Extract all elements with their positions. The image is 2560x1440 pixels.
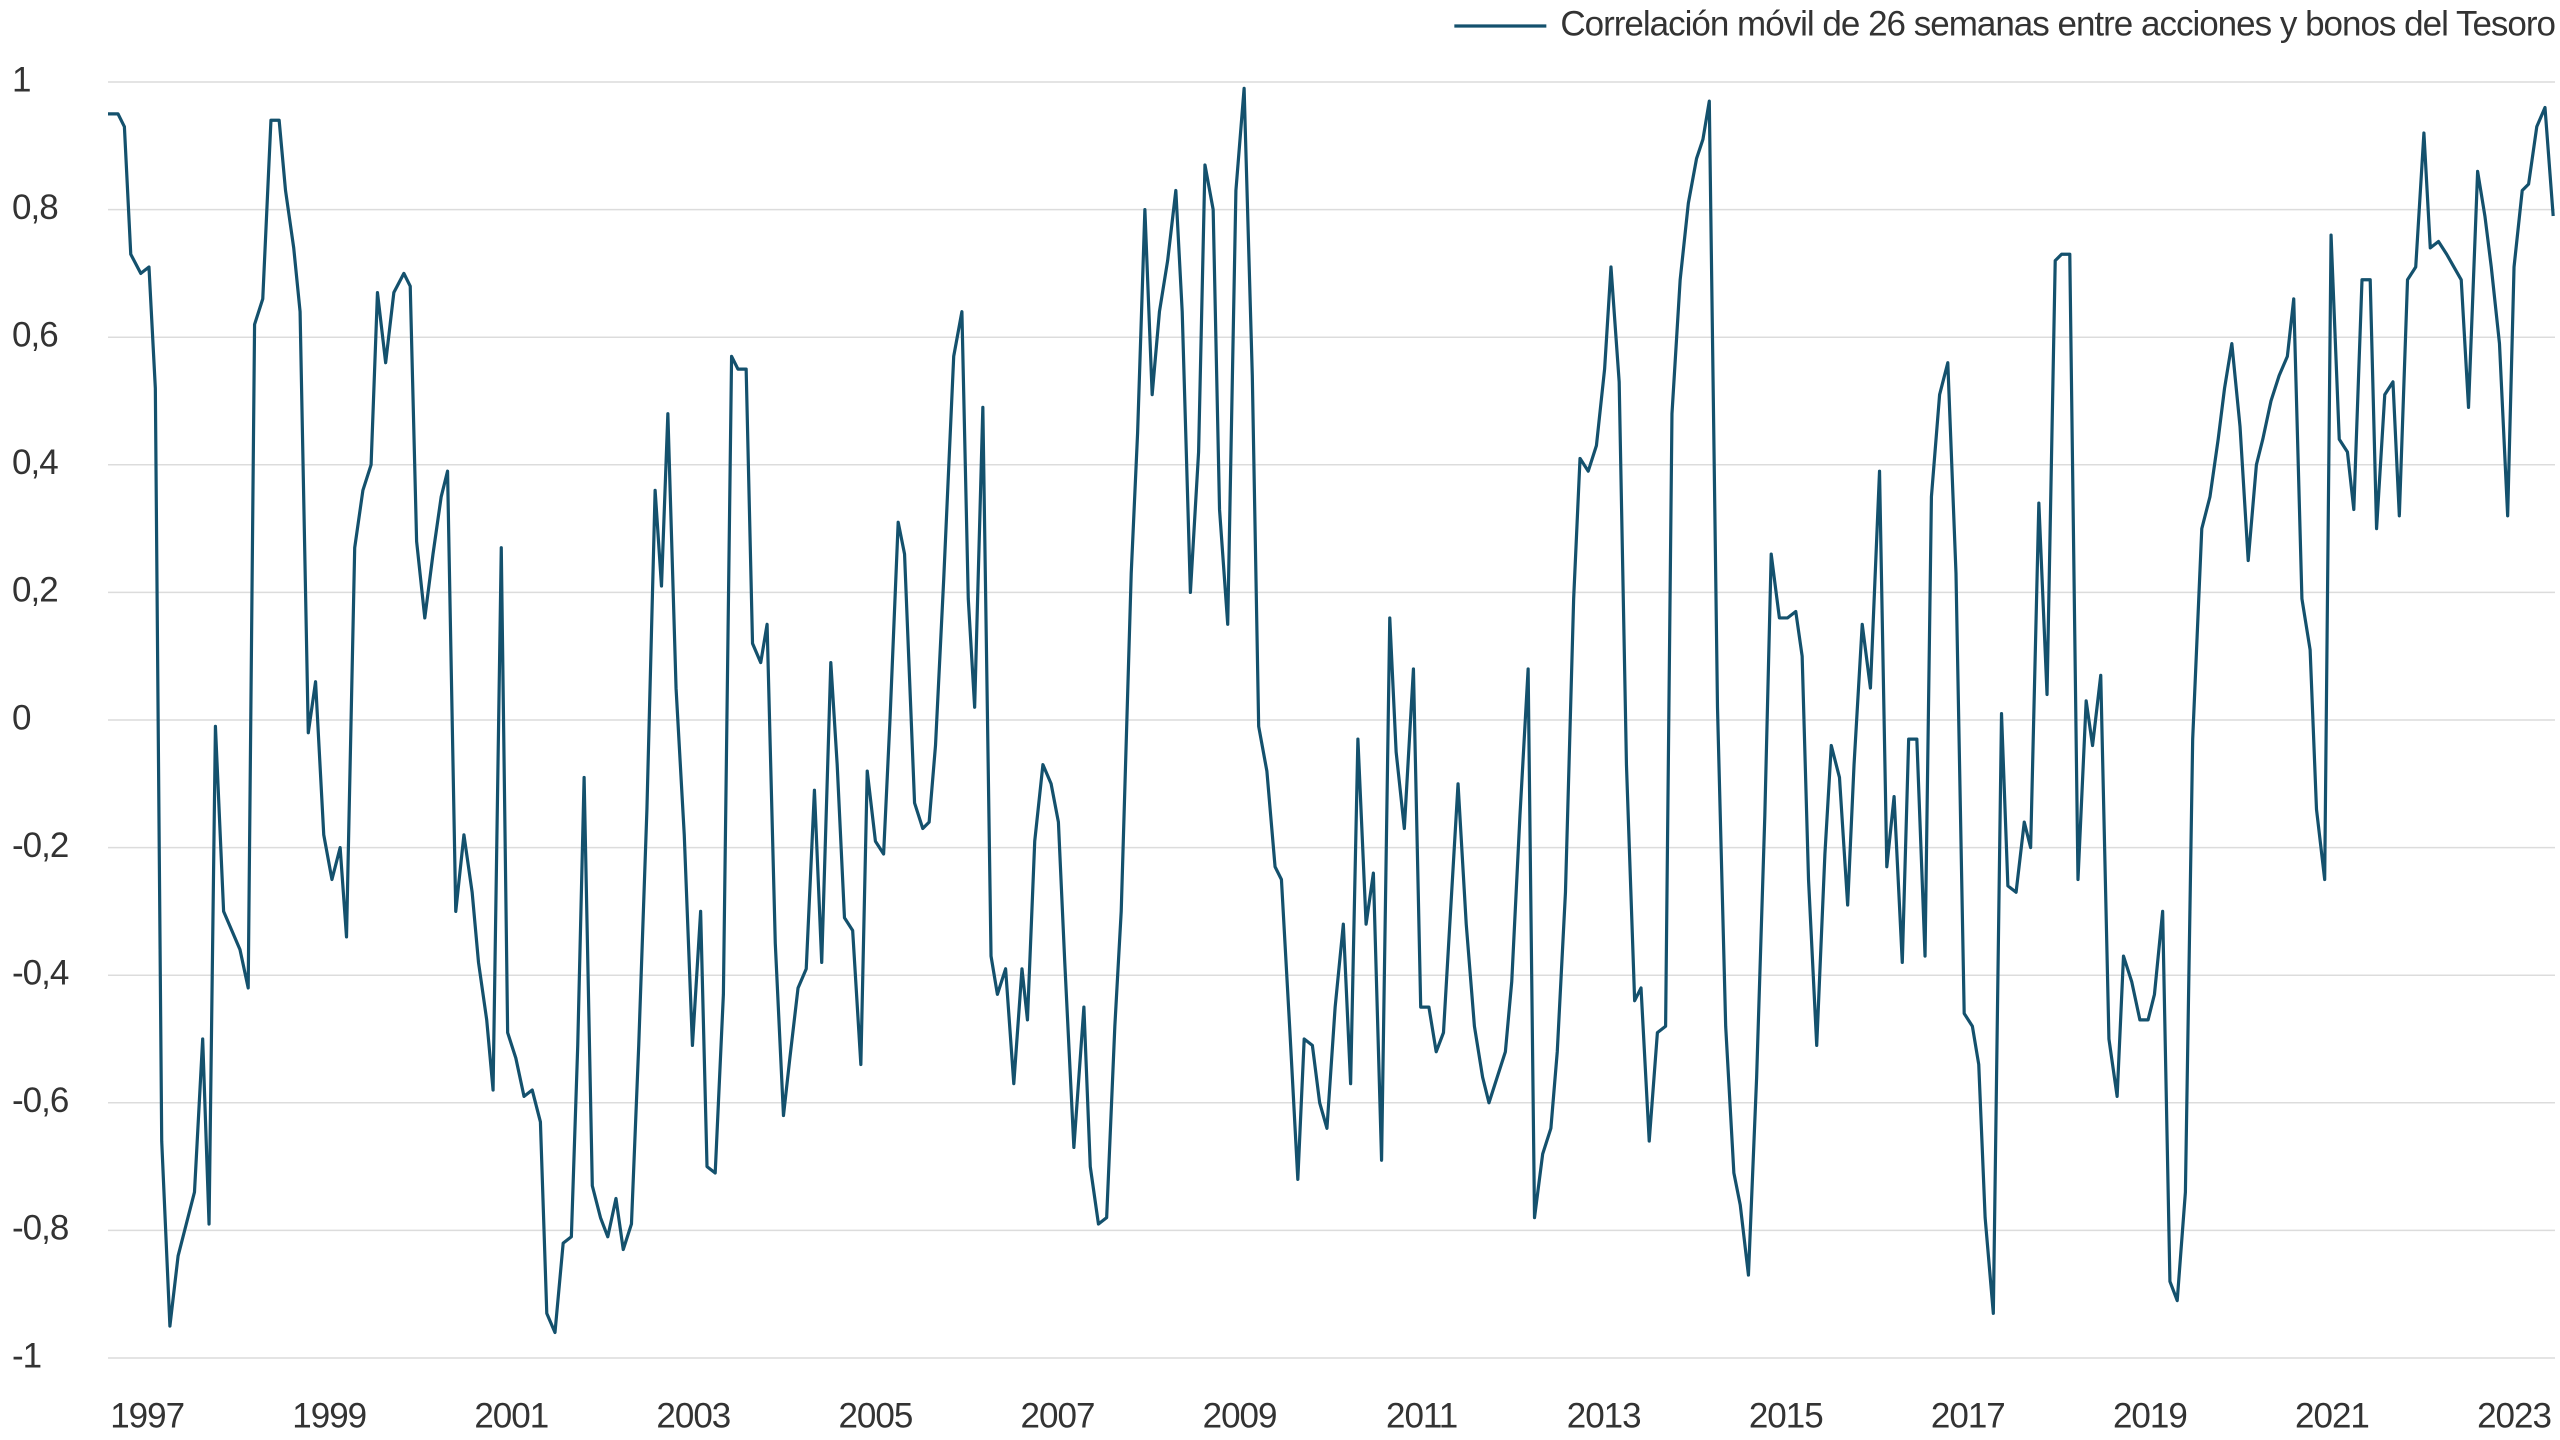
y-tick-label: 0,4 — [12, 443, 58, 482]
x-tick-label: 2013 — [1567, 1396, 1641, 1435]
x-tick-label: 1999 — [292, 1396, 366, 1435]
y-tick-label: -0,4 — [12, 953, 69, 992]
x-tick-label: 2001 — [474, 1396, 548, 1435]
x-tick-label: 2007 — [1021, 1396, 1095, 1435]
legend-label: Correlación móvil de 26 semanas entre ac… — [1560, 4, 2555, 43]
x-tick-label: 2023 — [2477, 1396, 2551, 1435]
y-tick-label: 0,2 — [12, 571, 58, 610]
x-tick-label: 2015 — [1749, 1396, 1823, 1435]
x-tick-label: 2011 — [1386, 1396, 1457, 1435]
y-tick-label: 0 — [12, 698, 31, 737]
x-tick-label: 2003 — [656, 1396, 730, 1435]
x-tick-label: 2009 — [1203, 1396, 1277, 1435]
y-tick-label: 0,8 — [12, 188, 58, 227]
x-tick-label: 2005 — [838, 1396, 912, 1435]
y-tick-label: -0,8 — [12, 1209, 68, 1248]
y-tick-label: -0,2 — [12, 826, 68, 865]
x-tick-label: 1997 — [110, 1396, 184, 1435]
x-tick-label: 2021 — [2295, 1396, 2369, 1435]
y-tick-label: 0,6 — [12, 315, 58, 354]
x-tick-label: 2019 — [2113, 1396, 2187, 1435]
y-tick-label: -1 — [12, 1336, 41, 1375]
x-tick-label: 2017 — [1931, 1396, 2005, 1435]
y-tick-label: -0,6 — [12, 1081, 68, 1120]
y-tick-label: 1 — [12, 60, 30, 99]
series-line — [108, 86, 2555, 1335]
